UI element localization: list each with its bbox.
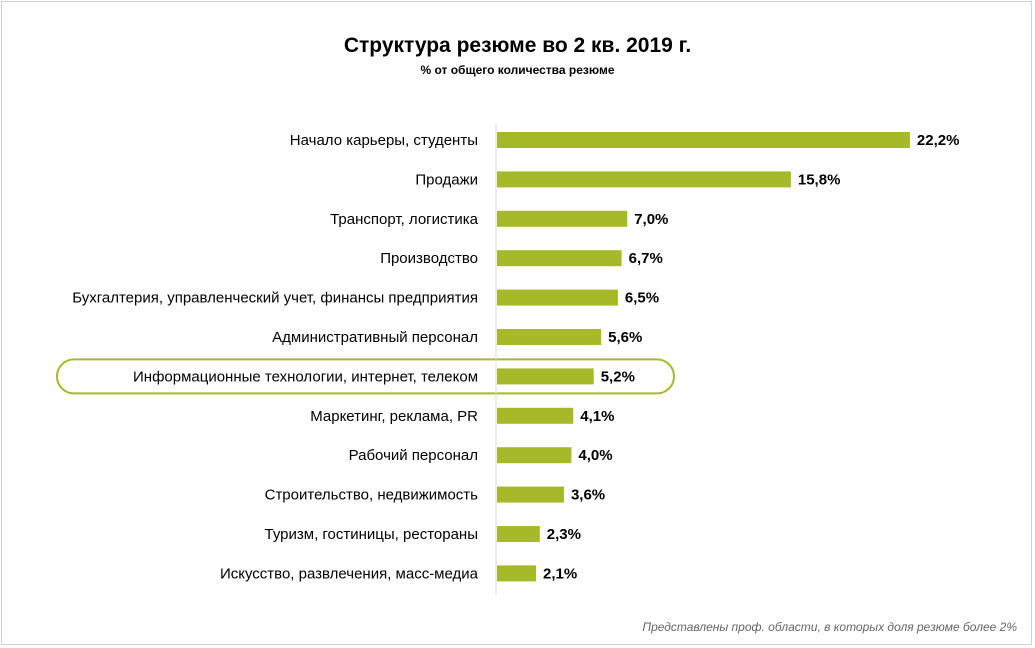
chart-subtitle: % от общего количества резюме — [420, 63, 615, 77]
category-label: Рабочий персонал — [349, 447, 478, 464]
category-label: Информационные технологии, интернет, тел… — [133, 368, 478, 385]
value-label: 5,2% — [601, 368, 635, 385]
bar — [497, 526, 540, 542]
category-label: Начало карьеры, студенты — [290, 132, 478, 149]
category-label: Продажи — [415, 171, 478, 188]
chart-title: Структура резюме во 2 кв. 2019 г. — [343, 34, 692, 57]
category-label: Строительство, недвижимость — [265, 487, 479, 504]
category-label: Бухгалтерия, управленческий учет, финанс… — [72, 290, 478, 307]
value-label: 4,0% — [578, 447, 612, 464]
value-label: 15,8% — [798, 171, 841, 188]
bar — [497, 210, 628, 227]
bar — [497, 407, 574, 424]
highlight-outline — [56, 358, 675, 395]
value-label: 6,5% — [625, 290, 659, 307]
category-label: Административный персонал — [272, 329, 478, 346]
bar — [497, 132, 910, 148]
category-label: Транспорт, логистика — [330, 211, 479, 228]
bar — [497, 329, 602, 345]
value-label: 22,2% — [917, 132, 960, 149]
bars-group: Начало карьеры, студенты 22,2% Продажи 15,8… — [72, 132, 959, 582]
bar — [497, 289, 618, 306]
category-label: Производство — [380, 250, 478, 267]
bar — [497, 486, 564, 503]
category-label: Маркетинг, реклама, PR — [310, 408, 478, 425]
category-label: Искусство, развлечения, масс-медиа — [220, 565, 479, 582]
highlight-layer — [56, 358, 675, 395]
bar — [497, 447, 572, 464]
value-label: 5,6% — [608, 329, 642, 346]
bar — [497, 171, 791, 188]
bar — [497, 565, 537, 582]
value-label: 4,1% — [580, 408, 614, 425]
bar — [497, 250, 622, 267]
value-label: 3,6% — [571, 487, 605, 504]
value-label: 2,1% — [543, 565, 577, 582]
value-label: 2,3% — [547, 526, 581, 543]
value-label: 7,0% — [634, 211, 668, 228]
footnote: Представлены проф. области, в которых до… — [642, 620, 1017, 634]
category-label: Туризм, гостиницы, рестораны — [265, 526, 478, 543]
value-label: 6,7% — [629, 250, 663, 267]
bar — [497, 368, 594, 385]
